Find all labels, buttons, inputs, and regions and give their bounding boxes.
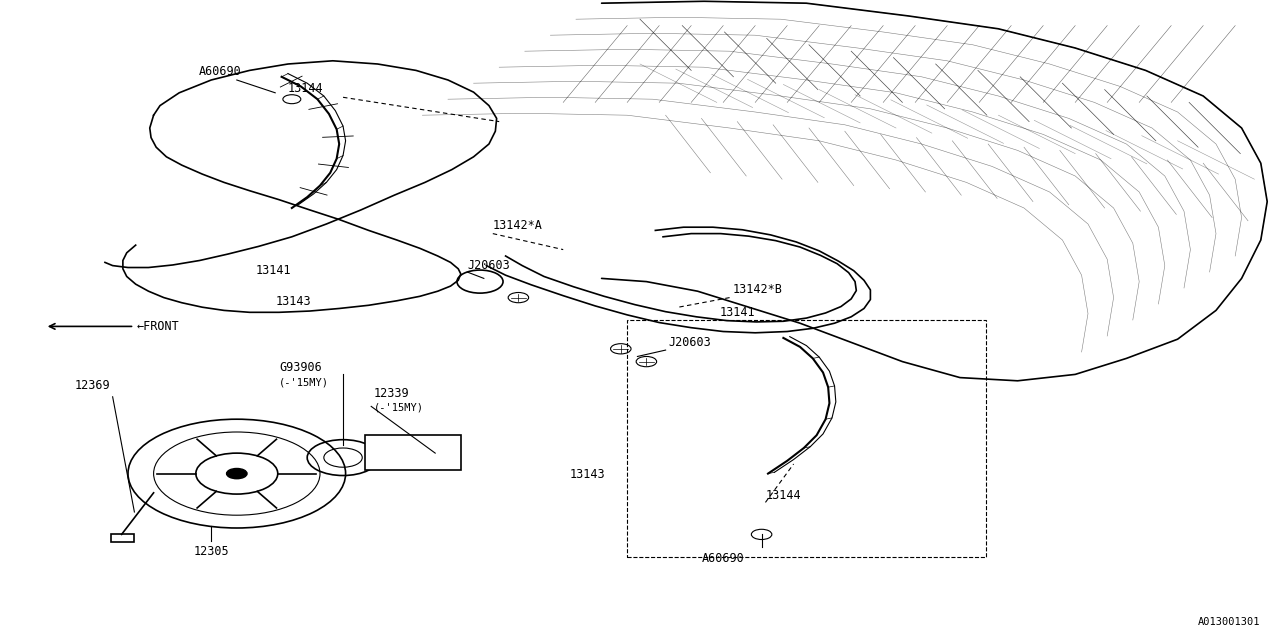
Text: ←FRONT: ←FRONT xyxy=(137,320,179,333)
Bar xyxy=(365,435,461,470)
Text: 13143: 13143 xyxy=(275,296,311,308)
Text: 12305: 12305 xyxy=(193,545,229,558)
Text: A60690: A60690 xyxy=(198,65,241,78)
Text: 13142*B: 13142*B xyxy=(732,283,782,296)
Text: 13141: 13141 xyxy=(719,306,755,319)
Text: 13141: 13141 xyxy=(256,264,292,277)
Text: A60690: A60690 xyxy=(701,552,745,564)
Bar xyxy=(111,534,134,542)
Text: 13144: 13144 xyxy=(765,490,801,502)
Text: J20603: J20603 xyxy=(668,336,710,349)
Text: 13143: 13143 xyxy=(570,468,605,481)
Text: 12339: 12339 xyxy=(374,387,410,400)
Circle shape xyxy=(227,468,247,479)
Text: G93906: G93906 xyxy=(279,362,321,374)
Text: 13142*A: 13142*A xyxy=(493,219,543,232)
Text: (-'15MY): (-'15MY) xyxy=(374,403,424,413)
Text: J20603: J20603 xyxy=(467,259,509,272)
Text: (-'15MY): (-'15MY) xyxy=(279,377,329,387)
Text: 13144: 13144 xyxy=(288,82,324,95)
Text: 12369: 12369 xyxy=(74,379,110,392)
Text: A013001301: A013001301 xyxy=(1198,617,1261,627)
Bar xyxy=(627,320,986,557)
